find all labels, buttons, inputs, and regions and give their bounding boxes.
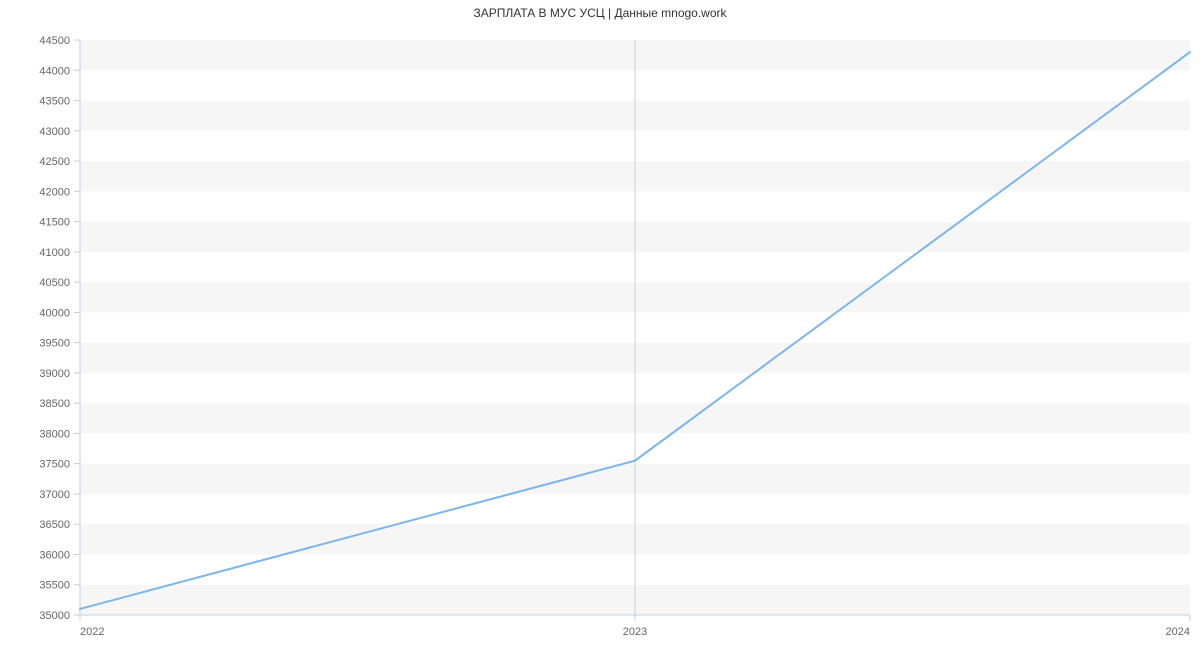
salary-chart: ЗАРПЛАТА В МУС УСЦ | Данные mnogo.work 2… bbox=[0, 0, 1200, 650]
svg-text:40000: 40000 bbox=[39, 307, 70, 319]
svg-text:39000: 39000 bbox=[39, 368, 70, 380]
chart-svg: 2022 2023 2024 35000 35500 36000 36500 37000 375… bbox=[0, 0, 1200, 650]
svg-text:37000: 37000 bbox=[39, 489, 70, 501]
svg-text:44000: 44000 bbox=[39, 65, 70, 77]
svg-text:35000: 35000 bbox=[39, 610, 70, 622]
svg-text:44500: 44500 bbox=[39, 35, 70, 47]
svg-text:42500: 42500 bbox=[39, 156, 70, 168]
svg-text:35500: 35500 bbox=[39, 580, 70, 592]
svg-text:40500: 40500 bbox=[39, 277, 70, 289]
svg-text:38000: 38000 bbox=[39, 428, 70, 440]
svg-text:39500: 39500 bbox=[39, 338, 70, 350]
svg-text:42000: 42000 bbox=[39, 186, 70, 198]
svg-text:43000: 43000 bbox=[39, 126, 70, 138]
svg-text:41500: 41500 bbox=[39, 217, 70, 229]
svg-text:2023: 2023 bbox=[623, 626, 647, 638]
svg-text:38500: 38500 bbox=[39, 398, 70, 410]
svg-text:36000: 36000 bbox=[39, 549, 70, 561]
svg-text:43500: 43500 bbox=[39, 96, 70, 108]
svg-text:2022: 2022 bbox=[80, 626, 104, 638]
svg-text:41000: 41000 bbox=[39, 247, 70, 259]
svg-text:36500: 36500 bbox=[39, 519, 70, 531]
svg-text:37500: 37500 bbox=[39, 459, 70, 471]
svg-text:2024: 2024 bbox=[1166, 626, 1190, 638]
